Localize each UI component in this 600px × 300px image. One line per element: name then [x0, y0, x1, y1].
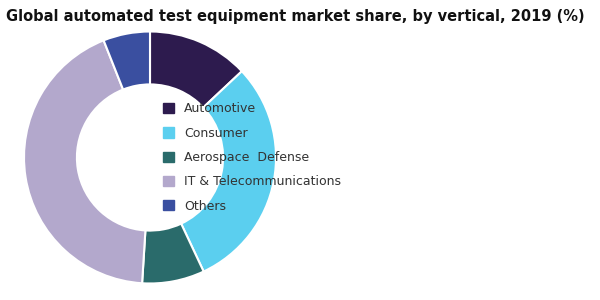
Wedge shape [150, 32, 242, 107]
Legend: Automotive, Consumer, Aerospace  Defense, IT & Telecommunications, Others: Automotive, Consumer, Aerospace Defense,… [163, 103, 341, 212]
Wedge shape [181, 71, 276, 272]
Wedge shape [104, 32, 150, 90]
Text: Global automated test equipment market share, by vertical, 2019 (%): Global automated test equipment market s… [6, 9, 584, 24]
Wedge shape [142, 224, 203, 284]
Wedge shape [24, 40, 145, 283]
